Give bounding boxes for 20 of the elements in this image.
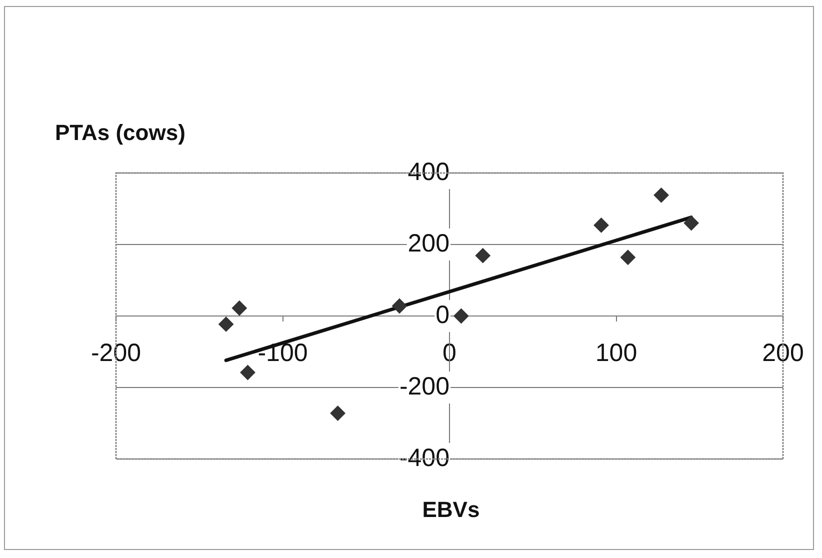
point xyxy=(240,364,256,380)
point xyxy=(454,308,469,324)
y-tick-label: 200 xyxy=(408,229,450,258)
point xyxy=(684,216,699,231)
y-tick-label: 0 xyxy=(436,300,450,329)
point xyxy=(218,316,234,332)
y-axis-title: PTAs (cows) xyxy=(55,120,186,146)
point xyxy=(392,298,407,314)
x-axis-title: EBVs xyxy=(421,497,481,523)
point xyxy=(475,248,490,264)
x-tick-label: 200 xyxy=(762,338,804,367)
point xyxy=(654,188,669,203)
x-tick-label: 100 xyxy=(595,338,638,367)
point xyxy=(330,406,346,421)
y-tick-label: 400 xyxy=(408,158,450,186)
point xyxy=(620,250,636,265)
y-tick-label: -200 xyxy=(399,372,450,400)
point xyxy=(232,300,247,316)
x-tick-label: -200 xyxy=(90,338,142,367)
point xyxy=(594,218,609,233)
